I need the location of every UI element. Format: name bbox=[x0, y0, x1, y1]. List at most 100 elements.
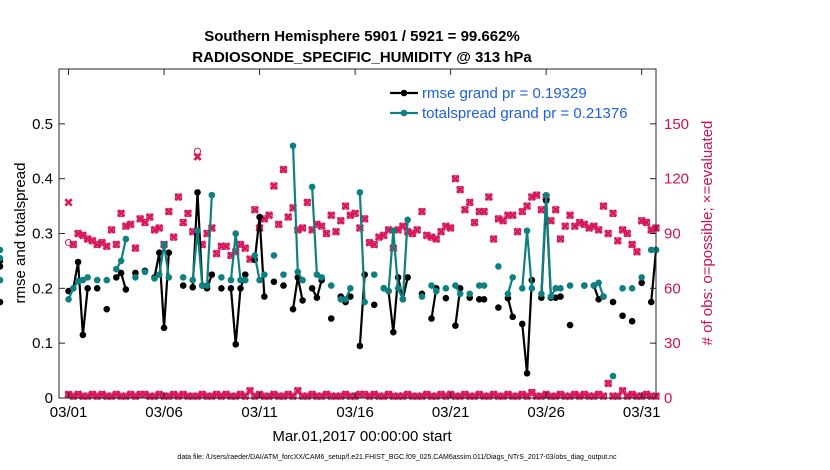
obs-evaluated-point bbox=[613, 236, 622, 245]
rmse-point bbox=[404, 274, 411, 281]
obs-possible-point bbox=[136, 215, 144, 223]
totalspread-point bbox=[218, 274, 225, 281]
rmse-point bbox=[557, 293, 564, 300]
rmse-point bbox=[237, 285, 244, 292]
obs-possible-point bbox=[509, 211, 517, 219]
totalspread-point bbox=[547, 293, 555, 300]
rmse-point bbox=[289, 305, 297, 313]
totalspread-point bbox=[347, 285, 354, 292]
obs-possible-point bbox=[523, 392, 531, 400]
obs-possible-point bbox=[79, 231, 87, 239]
obs-possible-point bbox=[351, 209, 359, 217]
obs-possible-point bbox=[604, 379, 612, 387]
totalspread-point bbox=[0, 254, 4, 262]
x-tick-label: 03/31 bbox=[623, 404, 661, 421]
totalspread-point bbox=[581, 282, 588, 289]
rmse-point bbox=[480, 296, 488, 303]
obs-possible-point bbox=[246, 387, 254, 395]
obs-evaluated-point bbox=[250, 205, 259, 214]
obs-evaluated-point bbox=[169, 233, 178, 242]
obs-evaluated-point bbox=[279, 165, 288, 174]
totalspread-point bbox=[394, 285, 402, 292]
obs-possible-point bbox=[174, 193, 182, 201]
totalspread-point bbox=[538, 290, 545, 298]
obs-possible-point bbox=[518, 207, 526, 216]
totalspread-point bbox=[132, 274, 139, 281]
obs-possible-point bbox=[571, 222, 579, 230]
obs-evaluated-point bbox=[599, 201, 608, 211]
legend-label-rmse: rmse grand pr = 0.19329 bbox=[422, 85, 587, 102]
totalspread-point bbox=[194, 227, 201, 235]
totalspread-point bbox=[628, 285, 636, 292]
totalspread-point bbox=[475, 282, 483, 289]
obs-possible-point bbox=[294, 387, 302, 395]
obs-evaluated-point bbox=[470, 218, 479, 227]
totalspread-point bbox=[261, 271, 268, 278]
obs-possible-point bbox=[451, 175, 460, 183]
totalspread-point bbox=[270, 252, 278, 259]
rmse-point bbox=[475, 296, 483, 303]
obs-possible-point bbox=[523, 202, 531, 210]
obs-possible-point bbox=[222, 242, 230, 250]
obs-possible-point bbox=[88, 237, 97, 245]
obs-possible-point bbox=[552, 206, 560, 214]
totalspread-point bbox=[117, 257, 125, 265]
x-tick-label: 03/06 bbox=[145, 404, 183, 421]
obs-possible-point bbox=[303, 198, 311, 207]
y-tick-label-left: 0 bbox=[45, 390, 53, 407]
legend-marker-rmse bbox=[400, 89, 408, 97]
obs-evaluated-point bbox=[546, 216, 556, 225]
obs-possible-point bbox=[322, 229, 331, 238]
obs-possible-point bbox=[127, 220, 135, 228]
totalspread-point bbox=[566, 282, 574, 289]
y-axis-label-right: # of obs: o=possible; ×=evaluated bbox=[699, 121, 716, 346]
obs-evaluated-point bbox=[193, 152, 202, 161]
obs-possible-point bbox=[604, 229, 612, 238]
rmse-point bbox=[523, 370, 531, 377]
obs-possible-point bbox=[533, 191, 541, 199]
totalspread-point bbox=[179, 274, 187, 281]
obs-evaluated-point bbox=[417, 207, 427, 216]
legend-marker-totalspread bbox=[400, 109, 408, 117]
totalspread-point bbox=[509, 274, 517, 281]
obs-evaluated-point bbox=[556, 234, 565, 244]
obs-possible-point bbox=[69, 240, 77, 249]
obs-possible-point bbox=[279, 165, 288, 174]
series-totalspread bbox=[0, 142, 660, 380]
y-tick-label-right: 150 bbox=[664, 116, 689, 133]
rmse-point bbox=[189, 283, 197, 291]
obs-possible-point bbox=[456, 186, 464, 194]
obs-possible-point bbox=[332, 228, 340, 236]
totalspread-point bbox=[93, 276, 101, 284]
obs-possible-point bbox=[251, 206, 259, 214]
totalspread-point bbox=[433, 287, 440, 295]
totalspread-point bbox=[294, 268, 302, 276]
obs-possible-point bbox=[418, 207, 426, 216]
totalspread-point bbox=[380, 285, 388, 292]
obs-possible-point bbox=[561, 222, 569, 230]
totalspread-point bbox=[256, 276, 263, 284]
obs-possible-point bbox=[380, 231, 388, 239]
rmse-point bbox=[65, 287, 72, 295]
obs-evaluated-point bbox=[537, 205, 546, 214]
obs-possible-point bbox=[528, 388, 536, 397]
obs-possible-point bbox=[595, 226, 603, 234]
obs-possible-point bbox=[289, 392, 297, 400]
totalspread-line bbox=[358, 192, 366, 303]
totalspread-point bbox=[370, 271, 378, 278]
obs-possible-point bbox=[165, 207, 173, 216]
axes: 0 0.1 0.2 0.3 0.4 0.5 0 30 60 90 120 150 03/01 03/06 0… bbox=[32, 68, 689, 421]
totalspread-point bbox=[552, 285, 560, 292]
obs-evaluated-point bbox=[331, 227, 341, 236]
rmse-point bbox=[299, 297, 306, 304]
totalspread-point bbox=[452, 282, 459, 289]
rmse-point bbox=[103, 305, 111, 313]
obs-evaluated-point bbox=[64, 198, 73, 207]
totalspread-point bbox=[399, 296, 407, 303]
totalspread-point bbox=[638, 274, 645, 281]
chart-title: Southern Hemisphere 5901 / 5921 = 99.662… bbox=[204, 28, 520, 45]
obs-possible-point bbox=[599, 202, 608, 210]
chart-subtitle: RADIOSONDE_SPECIFIC_HUMIDITY @ 313 hPa bbox=[192, 49, 532, 66]
obs-evaluated-point bbox=[274, 220, 283, 229]
obs-possible-point bbox=[284, 213, 292, 221]
